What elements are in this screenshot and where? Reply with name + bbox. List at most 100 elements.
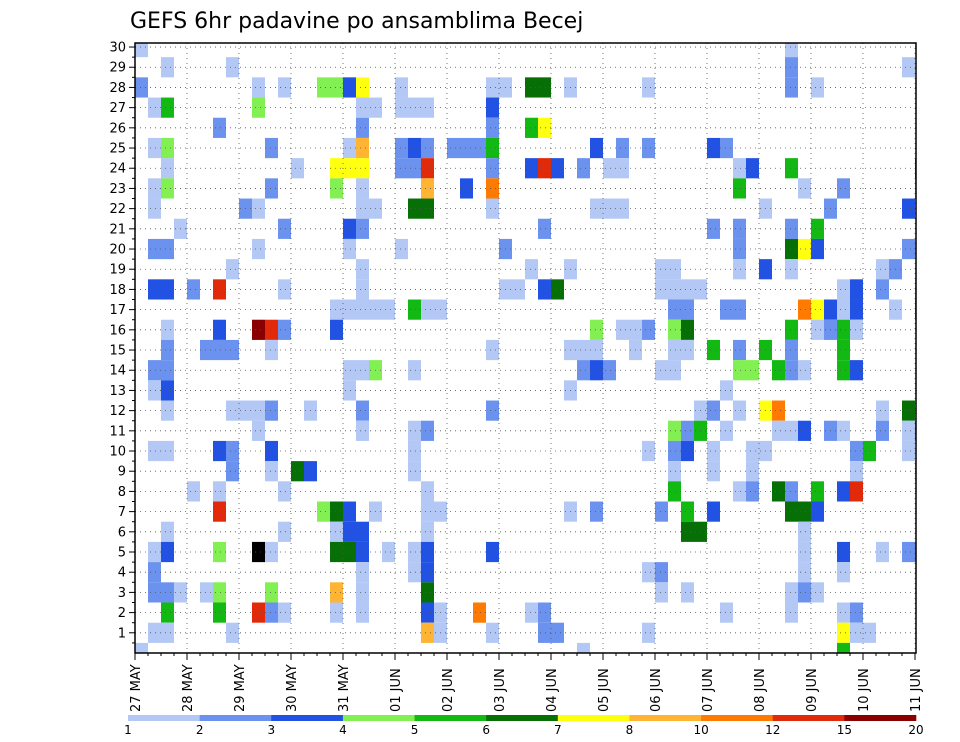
precip-cell — [265, 602, 278, 623]
precip-cell — [161, 137, 174, 159]
precip-cell — [382, 299, 395, 320]
precip-cell — [213, 440, 226, 462]
precip-cell — [668, 279, 681, 300]
precip-cell — [486, 541, 499, 563]
precip-cell — [161, 238, 174, 260]
precip-cell — [642, 137, 655, 159]
precip-cell — [850, 602, 863, 623]
precip-cell — [785, 319, 798, 340]
precip-cell — [837, 642, 850, 653]
precip-cell — [785, 158, 798, 179]
precip-cell — [798, 178, 811, 199]
precip-cell — [187, 279, 200, 300]
x-tick-label: 28 MAY — [181, 664, 196, 712]
precip-cell — [538, 279, 551, 300]
y-tick-label: 27 — [109, 101, 126, 116]
precip-cell — [265, 178, 278, 199]
precip-cell — [902, 420, 915, 441]
y-tick-label: 4 — [118, 566, 126, 581]
precip-cell — [720, 137, 733, 159]
precip-cell — [252, 198, 265, 219]
precip-cell — [291, 461, 304, 482]
precip-cell — [733, 238, 746, 260]
precip-cell — [642, 622, 655, 643]
precip-cell — [538, 602, 551, 623]
precip-cell — [265, 582, 278, 603]
y-tick-label: 25 — [109, 142, 126, 157]
precip-cell — [252, 319, 265, 340]
precip-cell — [356, 400, 369, 421]
precip-cell — [811, 77, 824, 98]
precip-cell — [148, 178, 161, 199]
precip-cell — [382, 541, 395, 563]
precip-cell — [681, 440, 694, 462]
precip-cell — [733, 360, 746, 381]
precip-cell — [785, 43, 798, 58]
colorbar-swatch — [844, 715, 917, 721]
precip-cell — [226, 57, 239, 78]
precip-cell — [265, 319, 278, 340]
precip-cell — [343, 158, 356, 179]
precip-cell — [876, 259, 889, 280]
precip-cell — [148, 582, 161, 603]
x-tick-label: 30 MAY — [285, 664, 300, 712]
precip-cell — [161, 57, 174, 78]
precip-cell — [668, 440, 681, 462]
precip-cell — [343, 238, 356, 260]
precip-cell — [681, 582, 694, 603]
precip-cell — [668, 299, 681, 320]
colorbar-label: 8 — [626, 723, 634, 737]
precip-cell — [265, 339, 278, 361]
precip-cell — [720, 420, 733, 441]
colorbar-label: 3 — [267, 723, 275, 737]
x-tick-label: 08 JUN — [753, 668, 768, 712]
precip-cell — [681, 299, 694, 320]
colorbar-swatch — [271, 715, 344, 721]
precip-cell — [356, 279, 369, 300]
precip-cell — [837, 279, 850, 300]
precip-cell — [421, 521, 434, 542]
y-axis: 1234567891011121314151617181920212223242… — [109, 41, 135, 644]
colorbar-label: 15 — [837, 723, 852, 737]
precip-cell — [161, 400, 174, 421]
precip-cell — [252, 541, 265, 563]
precip-cell — [850, 279, 863, 300]
precip-cell — [330, 501, 343, 522]
precip-cell — [408, 97, 421, 118]
precip-cell — [265, 400, 278, 421]
precip-cell — [356, 137, 369, 159]
precip-cell — [330, 541, 343, 563]
precip-cell — [278, 279, 291, 300]
precip-cell — [408, 461, 421, 482]
precip-cell — [408, 541, 421, 563]
precip-cell — [356, 360, 369, 381]
precip-cell — [408, 158, 421, 179]
precip-cell — [707, 137, 720, 159]
precip-cell — [161, 622, 174, 643]
precip-cell — [213, 501, 226, 522]
colorbar-swatch — [128, 715, 200, 721]
precip-cell — [863, 622, 876, 643]
colorbar-label: 20 — [908, 723, 923, 737]
precip-cell — [421, 622, 434, 643]
precip-cell — [356, 158, 369, 179]
x-tick-label: 02 JUN — [441, 668, 456, 712]
precip-cell — [330, 178, 343, 199]
precip-cell — [252, 97, 265, 118]
precip-cell — [720, 299, 733, 320]
precip-cell — [525, 158, 538, 179]
precip-cell — [681, 501, 694, 522]
precip-cell — [798, 501, 811, 522]
precip-cell — [278, 521, 291, 542]
precip-cell — [421, 541, 434, 563]
precip-cell — [148, 380, 161, 401]
precip-cell — [525, 77, 538, 98]
precip-cell — [655, 360, 668, 381]
precip-cell — [395, 137, 408, 159]
precip-cell — [252, 602, 265, 623]
precip-cell — [681, 339, 694, 361]
precip-cell — [252, 400, 265, 421]
y-tick-label: 18 — [109, 283, 126, 298]
precip-cell — [213, 582, 226, 603]
precip-cell — [278, 77, 291, 98]
